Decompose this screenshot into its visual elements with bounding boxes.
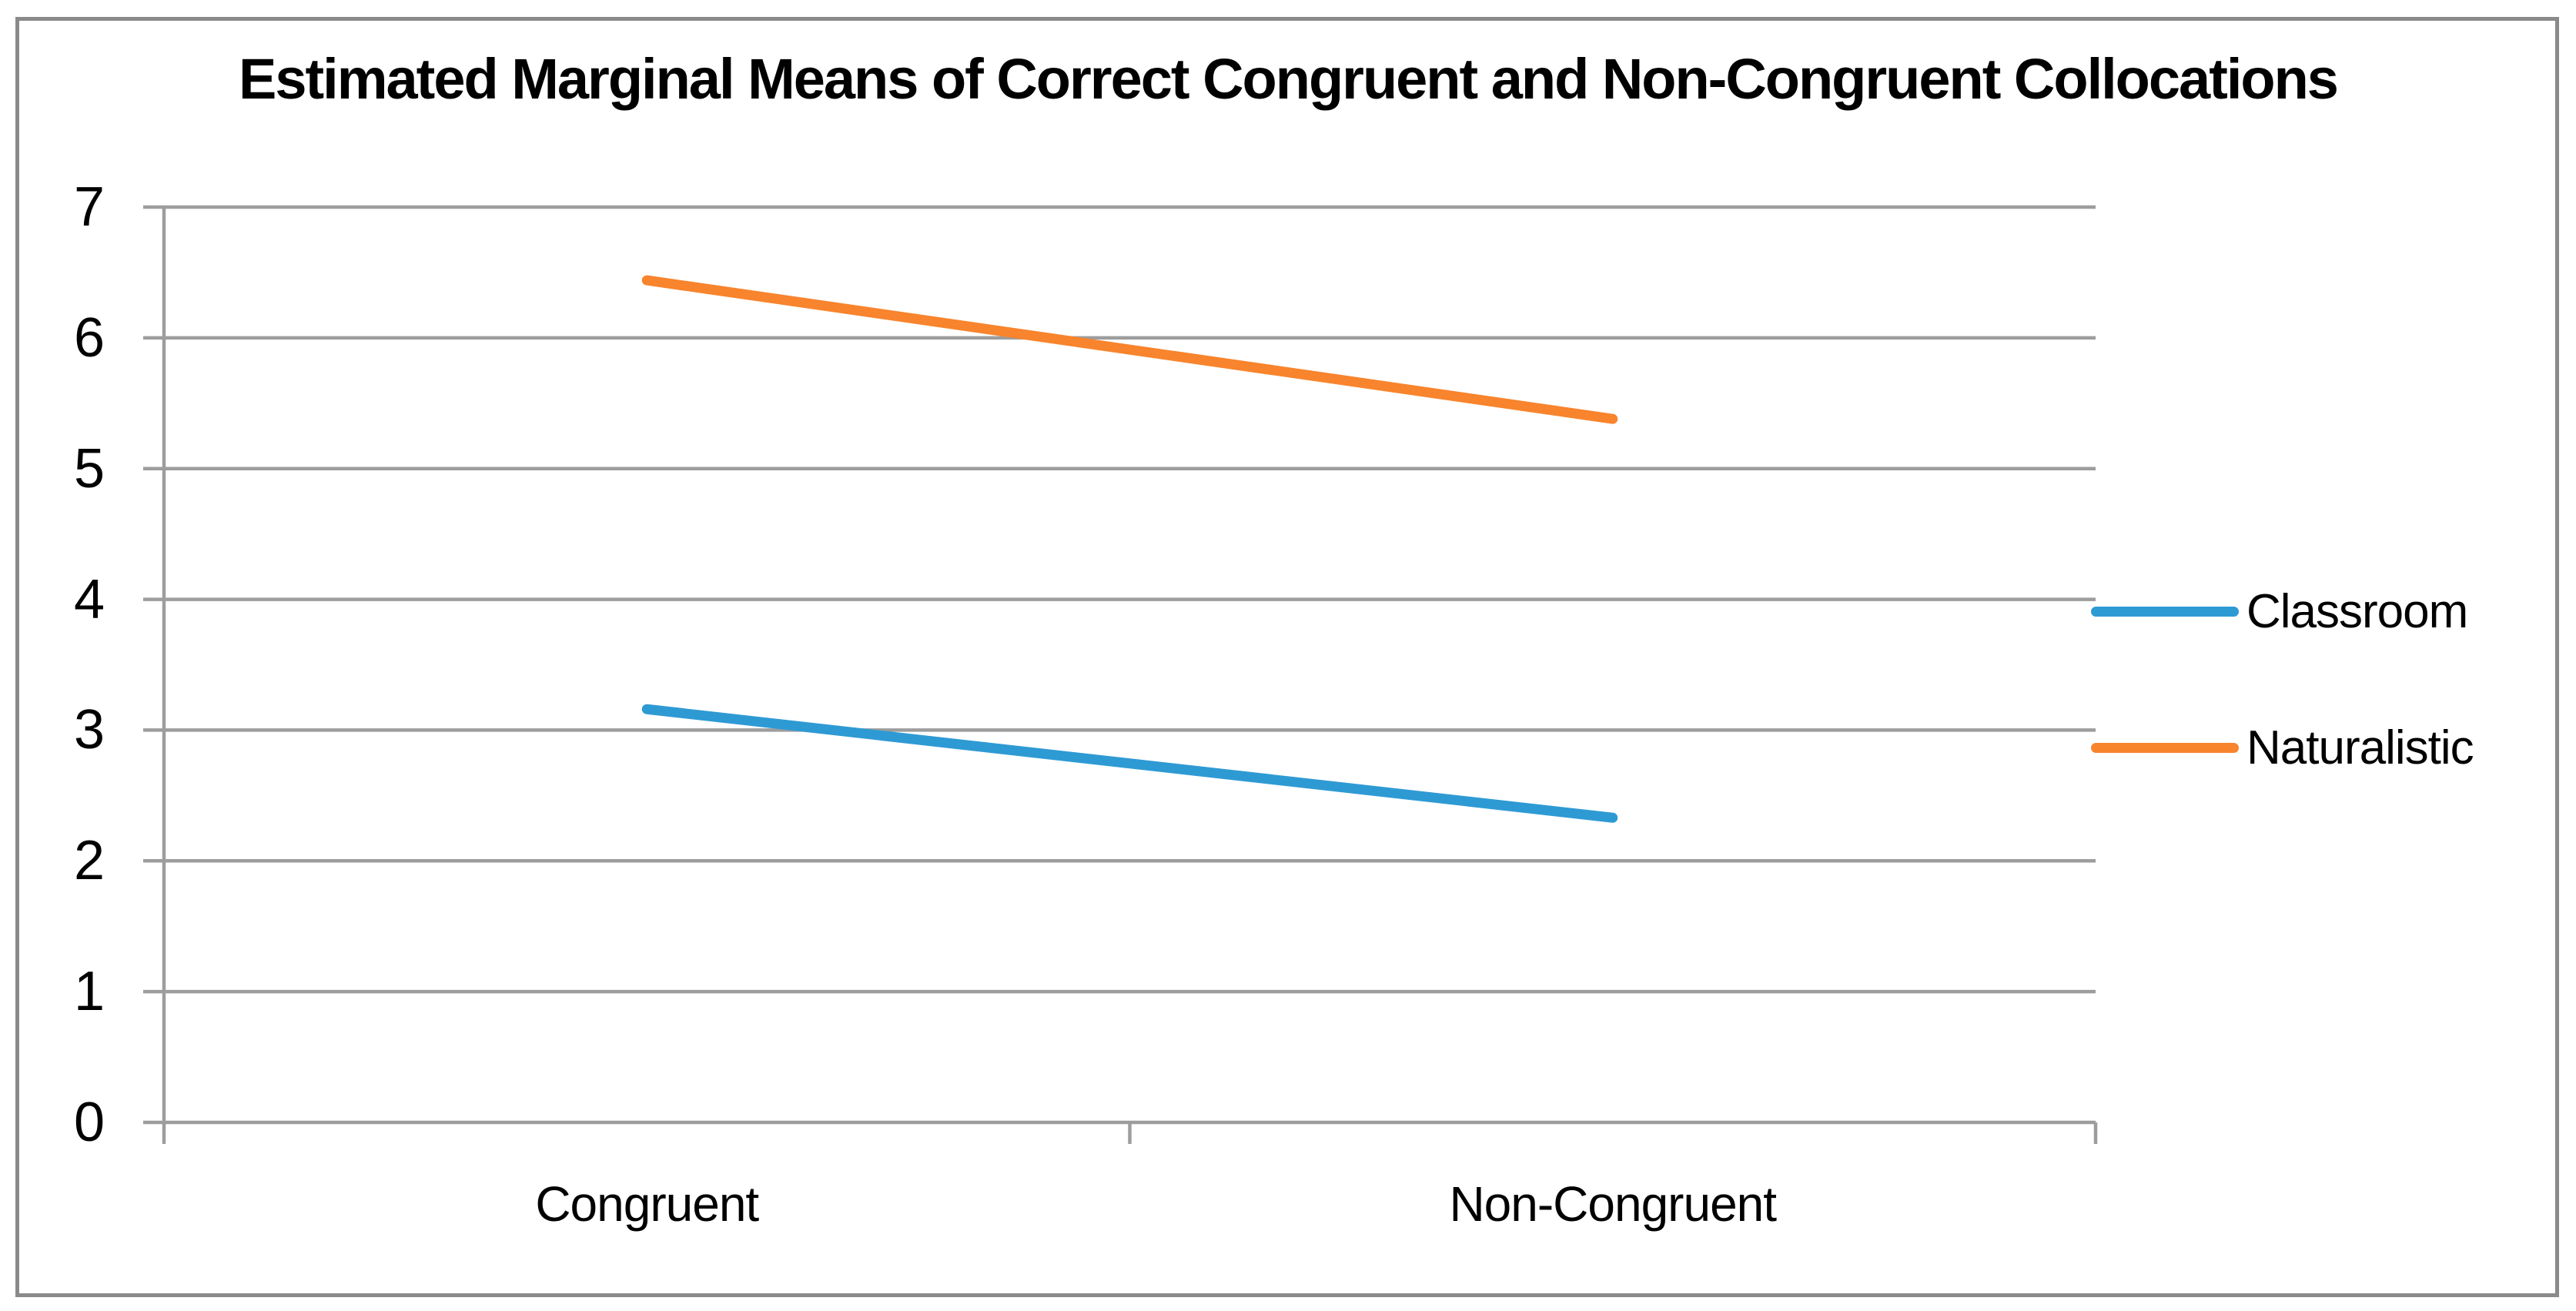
legend: Classroom Naturalistic <box>2091 584 2474 775</box>
legend-label-naturalistic: Naturalistic <box>2246 721 2474 774</box>
y-axis-label: 7 <box>73 176 105 238</box>
y-axis-label: 5 <box>73 437 105 500</box>
legend-item-naturalistic: Naturalistic <box>2091 720 2474 775</box>
legend-label-classroom: Classroom <box>2246 584 2468 638</box>
x-axis-label-non-congruent: Non-Congruent <box>1449 1176 1777 1232</box>
y-axis-label: 3 <box>73 699 105 761</box>
y-axis-label: 1 <box>73 961 105 1023</box>
chart-title: Estimated Marginal Means of Correct Cong… <box>239 47 2339 111</box>
naturalistic-line-swatch <box>2091 742 2239 753</box>
y-axis-label: 2 <box>73 830 105 892</box>
x-axis-label-congruent: Congruent <box>535 1176 759 1232</box>
naturalistic-line <box>641 275 1618 424</box>
chart-border-frame <box>15 17 2559 1297</box>
classroom-line-swatch <box>2091 606 2239 617</box>
classroom-line <box>641 704 1618 823</box>
gridlines-group <box>143 205 2096 1125</box>
legend-item-classroom: Classroom <box>2091 584 2474 639</box>
y-axis-label: 6 <box>73 306 105 369</box>
y-axis-label: 4 <box>73 568 105 630</box>
y-axis-label: 0 <box>73 1092 105 1153</box>
